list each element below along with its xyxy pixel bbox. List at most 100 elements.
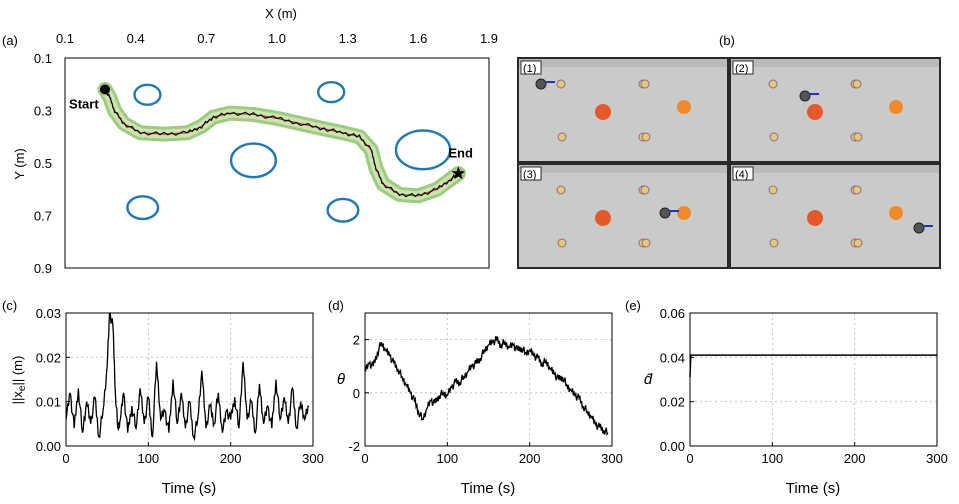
small-obstacle-marker: [640, 79, 650, 89]
small-obstacle-marker: [556, 79, 566, 89]
x-tick-label: 1.6: [409, 31, 427, 46]
panel-e-xlabel: Time (s): [786, 480, 840, 497]
panel-e-series-line: [689, 354, 937, 378]
large-obstacle-marker: [677, 206, 691, 220]
small-obstacle-marker: [853, 132, 863, 142]
photo-frame: (2): [731, 59, 939, 161]
small-obstacle-marker: [852, 79, 862, 89]
small-obstacle-marker: [853, 238, 863, 248]
panel-e-frame: [689, 312, 938, 447]
x-tick-label: 0: [686, 451, 693, 466]
small-obstacle-marker: [557, 132, 567, 142]
start-label: Start: [69, 97, 99, 112]
x-tick-label: 0.7: [197, 31, 215, 46]
panel-e-y-ticks: 0.00 0.02 0.04 0.06: [660, 306, 694, 454]
x-tick-label: 1.3: [339, 31, 357, 46]
photo-edge: [731, 165, 939, 173]
large-obstacle-marker: [595, 210, 611, 226]
panel-c-frame: [65, 312, 314, 447]
x-tick-label: 300: [302, 451, 324, 466]
obstacle-circle: [126, 195, 160, 221]
panel-b-label: (b): [719, 33, 735, 48]
photo-frames: (1) (2) (3) (4): [519, 59, 939, 267]
small-obstacle-marker: [769, 238, 779, 248]
obstacle-circle: [394, 129, 452, 171]
panel-b-photo-grid: (b) (1) (2) (3) (4): [517, 33, 941, 269]
x-tick-label: 200: [844, 451, 866, 466]
photo-background: [731, 165, 939, 267]
x-tick-label: 300: [926, 451, 948, 466]
frame-label-box: [732, 166, 754, 181]
panel-a-obstacles: [126, 80, 452, 223]
panel-d-x-ticks: 0 100 200 300: [361, 442, 623, 466]
panel-a-label: (a): [2, 33, 18, 48]
panel-c-series-line: [65, 312, 309, 442]
y-tick-label: 0.3: [34, 104, 52, 119]
panel-a-x-ticks: 0.1 0.4 0.7 1.0 1.3 1.6 1.9: [56, 31, 498, 46]
panel-a-trajectory-plot: (a) X (m) Y (m) 0.1 0.4 0.7 1.0 1.3 1.6 1.9 0.…: [2, 6, 498, 276]
y-tick-label: 0.00: [36, 439, 61, 454]
y-tick-label: 0.04: [660, 350, 685, 365]
panel-d-frame: [364, 312, 613, 447]
x-tick-label: 100: [137, 451, 159, 466]
robot-icon: [535, 78, 547, 90]
photo-frame: (1): [519, 59, 727, 161]
small-obstacle-marker: [852, 185, 862, 195]
panel-c-x-ticks: 0 100 200 300: [62, 442, 324, 466]
panel-a-xlabel: X (m): [265, 6, 297, 21]
panel-d-ylabel: θ: [337, 371, 345, 388]
photo-edge: [519, 165, 727, 173]
panel-c-y-ticks: 0.00 0.01 0.02 0.03: [36, 306, 70, 454]
reference-path: [104, 89, 459, 197]
x-tick-label: 0: [62, 451, 69, 466]
end-marker-star: [451, 166, 466, 180]
x-tick-label: 200: [220, 451, 242, 466]
y-tick-label: 0.03: [36, 306, 61, 321]
photo-edge: [731, 59, 939, 67]
obstacle-circle: [229, 142, 278, 179]
ylabel-sub: e: [17, 385, 28, 391]
photo-background: [519, 165, 727, 267]
y-tick-label: 0.02: [36, 350, 61, 365]
frame-label-box: [732, 60, 754, 75]
y-tick-label: 0.00: [660, 439, 685, 454]
panel-e-x-ticks: 0 100 200 300: [686, 442, 948, 466]
uncertainty-hatch: [100, 85, 463, 201]
uncertainty-band: [97, 82, 466, 204]
x-tick-label: 1.0: [268, 31, 286, 46]
small-obstacle-marker: [768, 79, 778, 89]
y-tick-label: 0.02: [660, 395, 685, 410]
small-obstacle-marker: [769, 132, 779, 142]
panel-e-ylabel: d̂: [644, 371, 653, 388]
y-tick-label: 0.1: [34, 51, 52, 66]
frame-label-box: [520, 166, 542, 181]
y-tick-label: 0: [353, 386, 360, 401]
robot-icon: [799, 90, 811, 102]
photo-frame: (4): [731, 165, 939, 267]
panel-a-path: [97, 82, 466, 204]
panel-a-y-ticks: 0.1 0.3 0.5 0.7 0.9: [34, 51, 52, 276]
panel-e-label: (e): [625, 298, 641, 313]
small-obstacle-marker: [556, 185, 566, 195]
x-tick-label: 300: [601, 451, 623, 466]
y-tick-label: 2: [353, 333, 360, 348]
obstacle-circle: [326, 197, 360, 223]
end-label: End: [448, 146, 473, 161]
photo-background: [731, 59, 939, 161]
start-marker: [100, 84, 111, 95]
photo-edge: [519, 59, 727, 67]
photo-background: [519, 59, 727, 161]
y-tick-label: 0.5: [34, 156, 52, 171]
x-tick-label: 100: [761, 451, 783, 466]
large-obstacle-marker: [889, 206, 903, 220]
photo-frame: (3): [519, 165, 727, 267]
frame-label: (2): [735, 63, 748, 75]
panel-d-theta-plot: (d) 0 100 200 300 -202 Time (s) θ: [328, 298, 623, 497]
panel-d-label: (d): [328, 298, 344, 313]
frame-label-box: [520, 60, 542, 75]
x-tick-label: 200: [519, 451, 541, 466]
panel-c-xlabel: Time (s): [162, 480, 216, 497]
frame-label: (3): [523, 169, 536, 181]
obstacle-circle: [317, 80, 346, 104]
small-obstacle-marker: [768, 185, 778, 195]
